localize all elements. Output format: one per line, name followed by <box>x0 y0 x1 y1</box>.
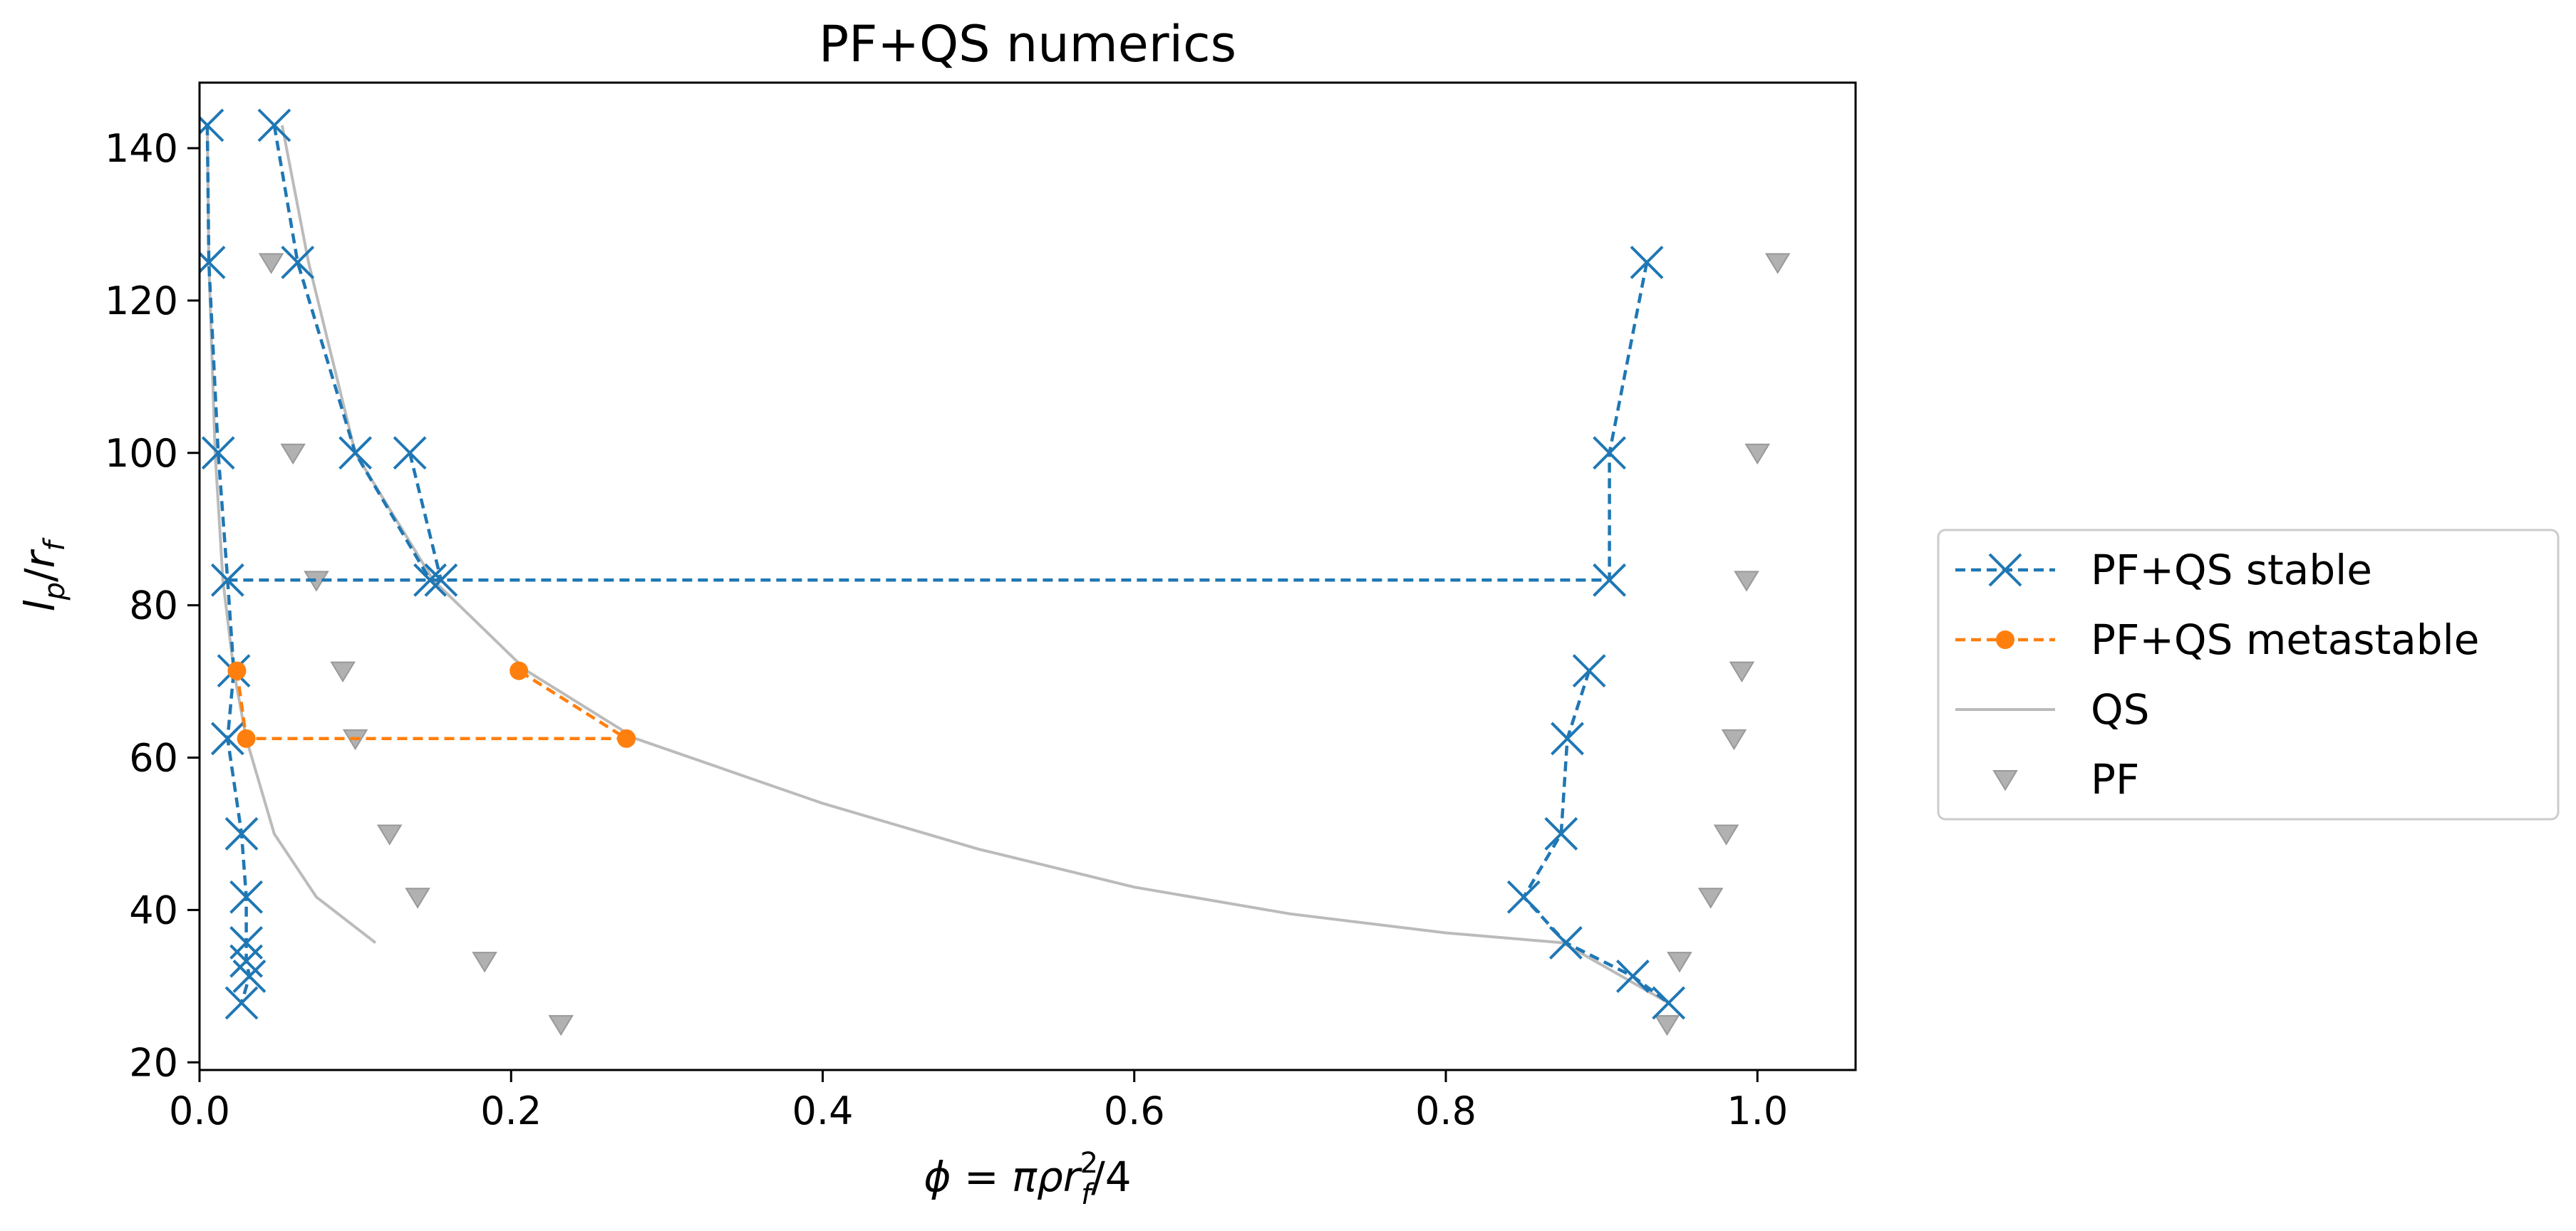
x-tick-label: 0.8 <box>1415 1089 1476 1133</box>
stable-point <box>229 944 264 978</box>
stable-point <box>424 563 458 597</box>
y-tick-label: 40 <box>129 888 178 933</box>
y-tick-label: 80 <box>129 583 178 628</box>
legend-box <box>1937 529 2560 821</box>
stable-point <box>200 245 226 279</box>
plot-frame <box>198 81 1857 1071</box>
stable-point <box>232 960 267 993</box>
stable-point <box>338 436 373 470</box>
chart-title: PF+QS numerics <box>819 15 1236 73</box>
stable-point <box>257 108 291 142</box>
pf-point <box>548 1014 574 1037</box>
stable-line <box>408 452 443 581</box>
pf-point <box>1654 1014 1680 1037</box>
stable-point <box>1551 722 1584 756</box>
stable-point <box>1615 960 1650 993</box>
series-pf-qs-stable <box>200 108 1686 1020</box>
legend-item: PF+QS stable <box>1955 546 2372 594</box>
stable-point <box>1544 817 1578 851</box>
stable-point <box>1506 880 1541 914</box>
metastable-point <box>509 661 529 680</box>
metastable-point <box>227 661 247 680</box>
legend: PF+QS stable PF+QS metastable QS PF <box>1937 529 2560 821</box>
x-tick-label: 0.6 <box>1104 1089 1165 1133</box>
pf-point <box>1764 253 1791 274</box>
stable-point <box>1593 436 1626 470</box>
legend-label: QS <box>2091 685 2149 734</box>
x-tick-label: 1.0 <box>1727 1089 1788 1133</box>
pf-point <box>1667 952 1692 973</box>
stable-point <box>1630 245 1664 279</box>
x-tick-label: 0.0 <box>169 1089 230 1133</box>
stable-point <box>1593 563 1626 597</box>
plot-series <box>200 108 1791 1037</box>
legend-item: QS <box>1955 685 2149 734</box>
pf-point <box>1734 571 1759 592</box>
x-tick-label: 0.2 <box>480 1089 542 1133</box>
series-pf-qs-metastable <box>227 661 636 748</box>
metastable-point <box>237 729 256 748</box>
stable-point <box>413 563 447 597</box>
stable-point <box>210 722 244 756</box>
stable-point <box>224 986 259 1020</box>
y-tick-label: 20 <box>129 1040 178 1085</box>
legend-label: PF+QS metastable <box>2091 616 2479 664</box>
pf-point <box>1713 824 1739 846</box>
stable-point <box>393 436 427 470</box>
x-tick-label: 0.4 <box>792 1089 854 1133</box>
series-pf <box>258 253 1791 1037</box>
stable-point <box>210 563 244 597</box>
stable-point <box>1652 986 1686 1020</box>
stable-point <box>224 817 259 851</box>
pf-point <box>1744 443 1771 465</box>
pf-point <box>376 824 403 846</box>
pf-point <box>280 443 306 465</box>
stable-point <box>1572 654 1606 688</box>
legend-item: PF+QS metastable <box>1955 616 2479 664</box>
stable-point <box>281 245 315 279</box>
stable-point <box>229 925 264 960</box>
stable-point <box>229 880 264 914</box>
pf-point <box>330 661 356 682</box>
y-tick-label: 100 <box>105 431 178 476</box>
legend-label: PF+QS stable <box>2091 546 2372 594</box>
legend-label: PF <box>2091 755 2139 804</box>
pf-point <box>258 253 284 274</box>
plot-area <box>200 108 1791 1037</box>
axis-ticks: 0.0 0.2 0.4 0.6 0.8 1.0 20 40 60 80 100 120 140 <box>105 126 1788 1133</box>
pf-point <box>1721 729 1747 751</box>
legend-pf-marker <box>1992 770 2018 791</box>
pf-point <box>472 952 497 973</box>
stable-point <box>1548 925 1583 960</box>
y-tick-label: 140 <box>105 126 178 171</box>
stable-line <box>205 125 252 1004</box>
legend-item: PF <box>1992 755 2139 804</box>
stable-point <box>201 436 235 470</box>
pf-point <box>1697 888 1724 909</box>
stable-point <box>200 108 224 142</box>
y-tick-label: 120 <box>105 279 178 323</box>
pf-point <box>1729 661 1755 682</box>
metastable-line <box>235 669 629 741</box>
stable-line <box>272 125 432 581</box>
pf-point <box>405 888 430 909</box>
metastable-point <box>617 729 636 748</box>
x-axis-label: ϕ = πρr2 f/4 <box>924 1147 1131 1211</box>
legend-stable-marker <box>1988 553 2022 587</box>
y-tick-label: 60 <box>129 736 178 781</box>
legend-metastable-marker <box>1996 630 2014 649</box>
